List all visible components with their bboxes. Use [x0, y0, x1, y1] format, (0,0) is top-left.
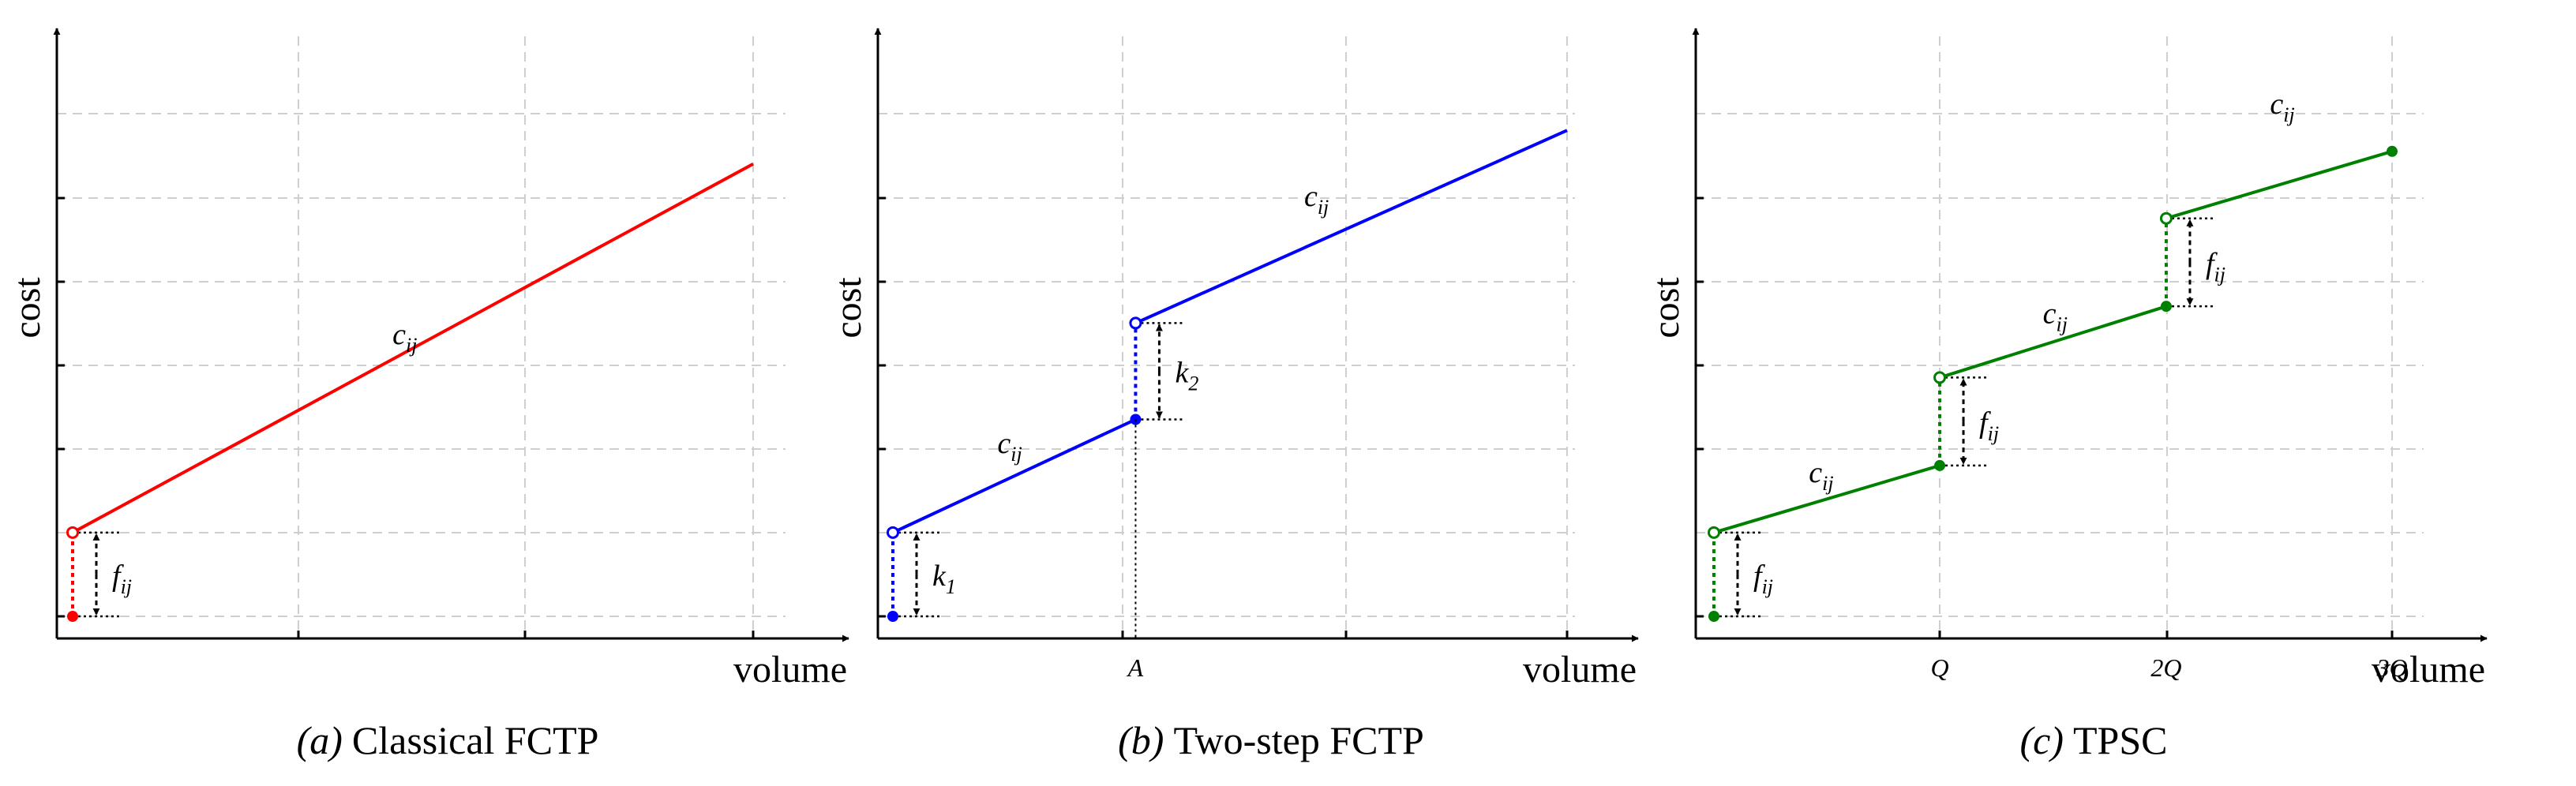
data-point-filled — [887, 611, 898, 622]
jump-label: k2 — [1175, 356, 1198, 395]
y-axis-label: cost — [6, 277, 48, 339]
data-point-filled — [1934, 459, 1946, 471]
data-point-open — [1933, 371, 1947, 384]
data-point-open — [2159, 211, 2173, 225]
jump-label: fij — [112, 560, 132, 598]
x-tick-label: 2Q — [2150, 653, 2181, 682]
data-point-filled — [2387, 145, 2398, 157]
slope-label: cij — [1304, 180, 1329, 219]
series-segment — [1134, 129, 1568, 325]
slope-label-main: c — [2043, 297, 2057, 330]
slope-label-sub: ij — [1822, 472, 1833, 495]
slope-label-sub: ij — [1318, 196, 1329, 219]
jump-label-sub: ij — [1762, 575, 1773, 598]
y-axis-label: cost — [1645, 277, 1687, 339]
jump-label-sub: ij — [1988, 422, 1999, 445]
slope-label-sub: ij — [2283, 103, 2294, 126]
jump-label: fij — [1753, 560, 1773, 598]
data-point-open — [1708, 526, 1720, 539]
panel-caption: (b) Two-step FCTP — [1118, 718, 1424, 762]
data-point-filled — [2160, 301, 2172, 313]
slope-label-sub: ij — [1011, 443, 1022, 466]
jump-label-sub: ij — [121, 575, 132, 598]
x-tick-label: Q — [1930, 653, 1948, 682]
panel-caption: (a) Classical FCTP — [297, 718, 599, 762]
slope-label: cij — [392, 318, 417, 357]
data-point-filled — [67, 611, 78, 622]
slope-label-main: c — [1809, 456, 1822, 489]
panel-caption: (c) TPSC — [2019, 718, 2167, 762]
series-segment — [72, 162, 754, 534]
slope-label-main: c — [997, 427, 1011, 460]
jump-label-sub: 2 — [1188, 372, 1198, 395]
slope-label: cij — [1809, 456, 1833, 495]
caption-prefix: (c) — [2019, 718, 2064, 762]
caption-text: TPSC — [2073, 718, 2168, 762]
jump-label-sub: 1 — [946, 575, 956, 598]
slope-label-sub: ij — [406, 334, 417, 357]
jump-label-main: k — [1175, 356, 1189, 389]
x-axis-label: volume — [733, 649, 847, 691]
series-segment — [2165, 149, 2393, 220]
series-segment — [1713, 463, 1940, 534]
x-tick-label: A — [1127, 653, 1144, 682]
caption-prefix: (a) — [297, 718, 343, 762]
slope-label-main: c — [392, 318, 406, 351]
y-axis-label: cost — [827, 277, 869, 339]
jump-label-main: k — [932, 560, 947, 593]
data-point-open — [66, 526, 79, 539]
data-point-filled — [1708, 611, 1719, 622]
series-segment — [892, 417, 1137, 534]
slope-label-main: c — [1304, 180, 1318, 213]
series-segment — [1939, 305, 2167, 380]
slope-label: cij — [997, 427, 1022, 466]
data-point-open — [887, 526, 899, 539]
slope-label: cij — [2270, 88, 2294, 126]
jump-label-sub: ij — [2214, 263, 2225, 286]
jump-label: k1 — [932, 560, 956, 598]
caption-prefix: (b) — [1118, 718, 1164, 762]
slope-label-main: c — [2270, 88, 2283, 121]
data-point-open — [1129, 316, 1142, 330]
jump-label: fij — [2206, 247, 2225, 286]
caption-text: Classical FCTP — [352, 718, 599, 762]
x-tick-label: 3Q — [2375, 653, 2407, 682]
slope-label: cij — [2043, 297, 2068, 335]
jump-label: fij — [1979, 406, 1999, 445]
x-axis-label: volume — [1523, 649, 1637, 691]
slope-label-sub: ij — [2056, 313, 2067, 335]
caption-text: Two-step FCTP — [1173, 718, 1423, 762]
x-axis-label: volume — [2372, 649, 2485, 691]
